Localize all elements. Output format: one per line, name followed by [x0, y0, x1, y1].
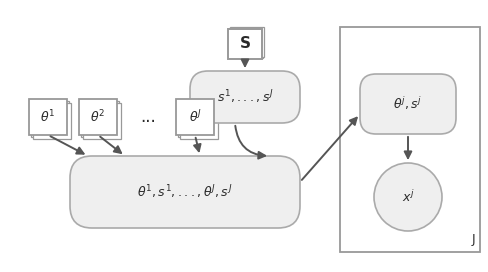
FancyBboxPatch shape: [79, 99, 117, 135]
Text: $x^j$: $x^j$: [401, 189, 413, 205]
FancyBboxPatch shape: [178, 101, 216, 137]
FancyBboxPatch shape: [229, 28, 263, 58]
Text: $\theta^J$: $\theta^J$: [188, 109, 201, 125]
FancyBboxPatch shape: [29, 99, 67, 135]
Text: J: J: [470, 233, 474, 246]
FancyBboxPatch shape: [359, 74, 455, 134]
FancyBboxPatch shape: [227, 29, 262, 59]
Text: $s^1,...,s^J$: $s^1,...,s^J$: [216, 88, 273, 106]
FancyBboxPatch shape: [33, 103, 71, 139]
Bar: [339, 27, 479, 252]
FancyBboxPatch shape: [230, 27, 264, 57]
FancyBboxPatch shape: [83, 103, 121, 139]
FancyBboxPatch shape: [180, 103, 218, 139]
FancyBboxPatch shape: [176, 99, 214, 135]
FancyBboxPatch shape: [70, 156, 299, 228]
Text: ...: ...: [140, 108, 156, 126]
Text: $\theta^1,s^1,...,\theta^J,s^J$: $\theta^1,s^1,...,\theta^J,s^J$: [137, 183, 232, 201]
Text: $\theta^2$: $\theta^2$: [90, 109, 105, 125]
FancyBboxPatch shape: [31, 101, 69, 137]
Text: S: S: [239, 36, 250, 51]
FancyBboxPatch shape: [81, 101, 119, 137]
Text: $\theta^1$: $\theta^1$: [40, 109, 56, 125]
Circle shape: [373, 163, 441, 231]
FancyBboxPatch shape: [190, 71, 299, 123]
Text: $\theta^j,s^j$: $\theta^j,s^j$: [392, 95, 422, 112]
